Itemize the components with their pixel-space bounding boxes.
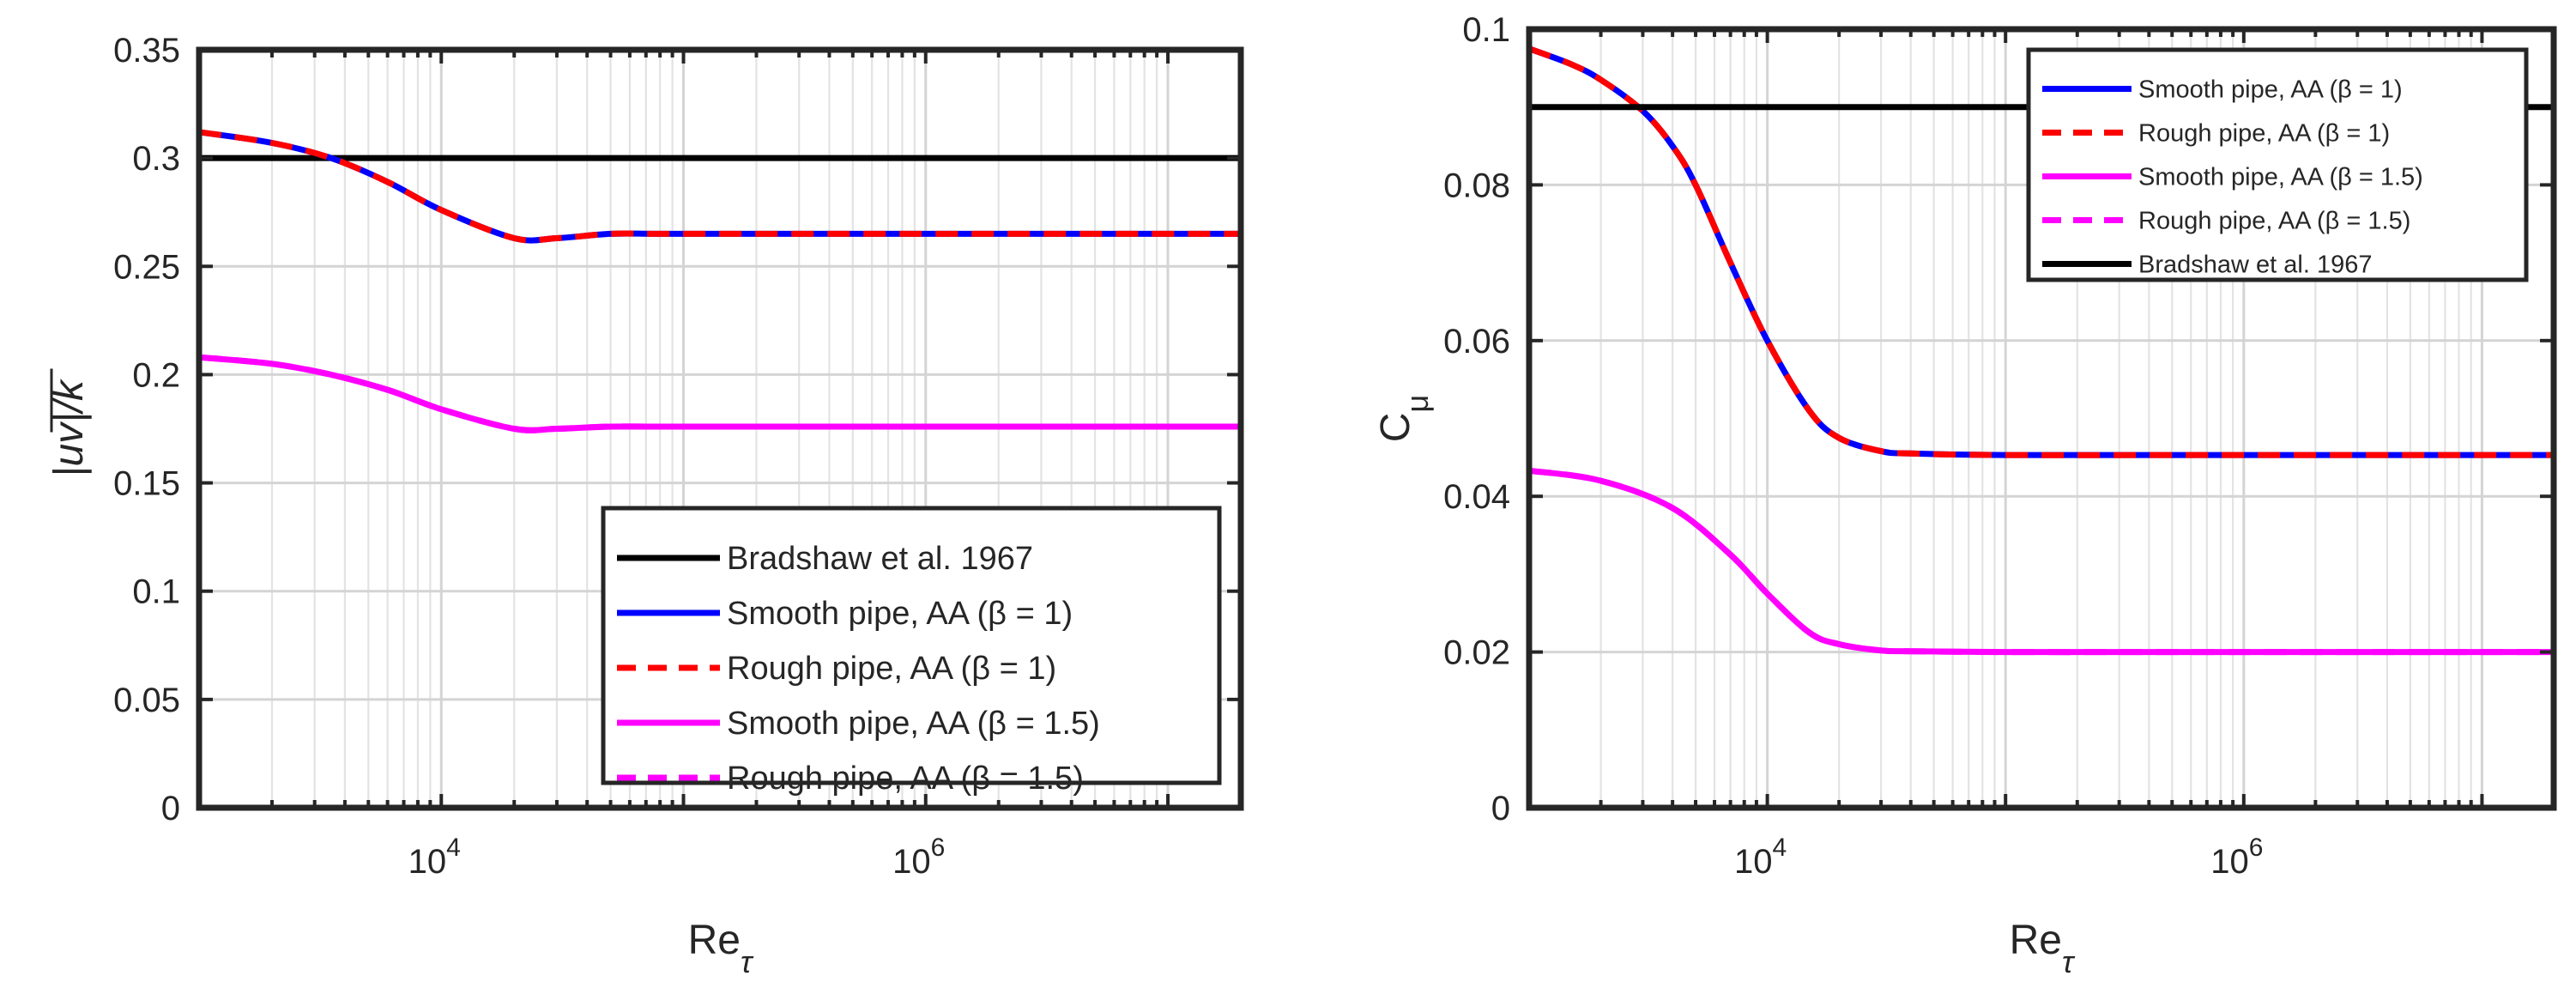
y-tick-label: 0 xyxy=(1491,790,1510,827)
y-tick-label: 0.05 xyxy=(113,682,180,719)
legend-label: Rough pipe, AA (β = 1) xyxy=(727,651,1056,687)
y-tick-label: 0.04 xyxy=(1443,478,1510,516)
legend-label: Bradshaw et al. 1967 xyxy=(727,541,1033,577)
x-tick-label: 106 xyxy=(892,833,945,881)
y-tick-label: 0.15 xyxy=(113,465,180,503)
y-tick-label: 0.25 xyxy=(113,248,180,286)
axes-box xyxy=(1526,26,2557,811)
x-tick-label: 104 xyxy=(1734,833,1787,881)
x-axis-label: Reτ xyxy=(688,918,754,979)
legend-label: Bradshaw et al. 1967 xyxy=(2138,252,2372,279)
legend: Bradshaw et al. 1967 Smooth pipe, AA (β =… xyxy=(601,506,1222,797)
legend-label: Rough pipe, AA (β = 1.5) xyxy=(2138,208,2410,235)
tick-marks xyxy=(197,48,1243,809)
legend-label: Smooth pipe, AA (β = 1.5) xyxy=(727,706,1100,742)
y-tick-label: 0.06 xyxy=(1443,323,1510,361)
tick-marks xyxy=(1527,27,2555,809)
y-tick-label: 0.08 xyxy=(1443,167,1510,204)
legend-label: Smooth pipe, AA (β = 1.5) xyxy=(2138,164,2423,191)
legend: Smooth pipe, AA (β = 1) Rough pipe, AA (β… xyxy=(2026,47,2529,282)
y-tick-label: 0.02 xyxy=(1443,634,1510,672)
axes-box xyxy=(196,46,1244,811)
series-line-2 xyxy=(199,129,1241,244)
y-tick-label: 0.1 xyxy=(132,573,180,611)
y-tick-label: 0 xyxy=(161,790,180,827)
y-axis-label: Cμ xyxy=(1373,395,1435,442)
legend-box xyxy=(601,506,1222,785)
y-tick-label: 0.35 xyxy=(113,32,180,70)
x-tick-label: 104 xyxy=(408,833,461,881)
legend-label: Rough pipe, AA (β = 1.5) xyxy=(727,761,1084,797)
series-group xyxy=(199,129,1241,433)
legend-label: Smooth pipe, AA (β = 1) xyxy=(727,596,1073,632)
x-tick-label: 106 xyxy=(2210,833,2263,881)
series-line-5 xyxy=(199,354,1241,433)
legend-label: Smooth pipe, AA (β = 1) xyxy=(2138,76,2403,104)
y-tick-label: 0.3 xyxy=(132,140,180,178)
y-axis-label: |uv|/k xyxy=(46,378,92,477)
y-tick-label: 0.1 xyxy=(1462,11,1510,49)
chart-1: 0 0.05 0.1 0.15 0.2 0.25 0.3 0.35 104 106 Reτ |uv|/… xyxy=(46,32,1244,979)
x-axis-label: Reτ xyxy=(2010,918,2076,979)
legend-label: Rough pipe, AA (β = 1) xyxy=(2138,120,2390,148)
chart-2: 0 0.02 0.04 0.06 0.08 0.1 104 106 Reτ Cμ Smooth pi… xyxy=(1373,11,2557,979)
y-tick-label: 0.2 xyxy=(132,356,180,394)
series-line-4 xyxy=(1529,467,2554,656)
